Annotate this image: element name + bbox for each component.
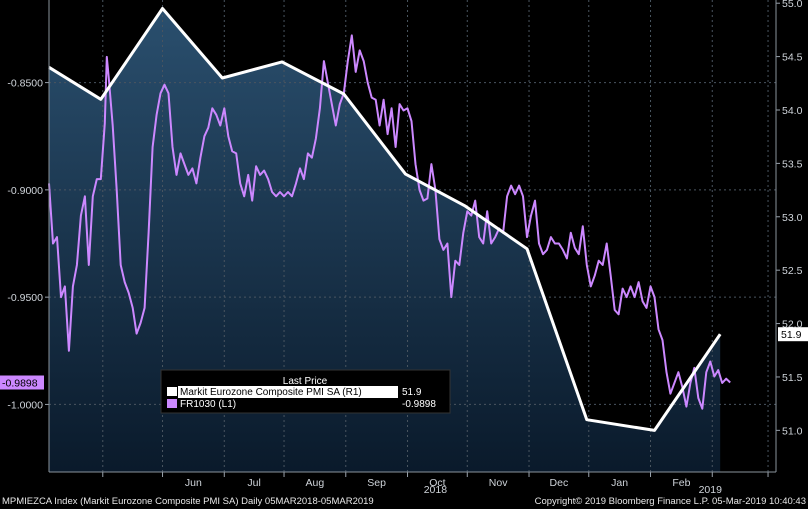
right-tick-label: 55.0 bbox=[782, 0, 803, 10]
x-month-label: Nov bbox=[489, 477, 508, 489]
legend-title: Last Price bbox=[283, 376, 328, 387]
footer-right: Copyright© 2019 Bloomberg Finance L.P. 0… bbox=[535, 496, 806, 507]
legend-swatch-pmi bbox=[167, 387, 177, 396]
right-tick-label: 52.5 bbox=[782, 265, 803, 277]
fr1030-line bbox=[48, 34, 731, 410]
legend-label-fr: FR1030 (L1) bbox=[180, 399, 236, 410]
legend-value-pmi: 51.9 bbox=[402, 387, 422, 398]
right-tick-label: 54.0 bbox=[782, 105, 803, 117]
legend-highlight-pmi bbox=[178, 386, 398, 398]
left-tick-label: -0.9500 bbox=[7, 292, 43, 304]
x-month-label: Dec bbox=[550, 477, 569, 489]
x-month-label: Oct bbox=[429, 477, 445, 489]
footer-left: MPMIEZCA Index (Markit Eurozone Composit… bbox=[2, 496, 374, 507]
x-year-label: 2018 bbox=[424, 484, 448, 496]
left-tick-label: -0.9000 bbox=[7, 185, 43, 197]
right-tick-label: 51.0 bbox=[782, 425, 803, 437]
right-tick-label: 53.0 bbox=[782, 212, 803, 224]
x-month-label: Jul bbox=[247, 477, 260, 489]
x-month-label: Sep bbox=[367, 477, 386, 489]
svg-text:51.9: 51.9 bbox=[781, 329, 802, 341]
right-tick-label: 53.5 bbox=[782, 158, 803, 170]
right-axis: 55.054.554.053.553.052.552.051.551.0 bbox=[776, 0, 803, 437]
pmi-area bbox=[49, 8, 721, 472]
x-month-label: Jan bbox=[611, 477, 628, 489]
x-month-label: Jun bbox=[185, 477, 202, 489]
svg-text:-0.9898: -0.9898 bbox=[2, 378, 38, 390]
legend: Last Price Markit Eurozone Composite PMI… bbox=[160, 369, 451, 414]
right-tick-label: 54.5 bbox=[782, 52, 803, 64]
x-axis: Jun Jul Aug Sep Oct Nov Dec Jan Feb 2018 2019 bbox=[102, 472, 769, 496]
left-tick-label: -1.0000 bbox=[7, 399, 43, 411]
pmi-line bbox=[48, 7, 722, 432]
legend-swatch-fr bbox=[167, 399, 177, 408]
legend-label-pmi: Markit Eurozone Composite PMI SA (R1) bbox=[180, 387, 362, 398]
x-month-label: Feb bbox=[672, 477, 690, 489]
x-year-label: 2019 bbox=[699, 484, 723, 496]
legend-value-fr: -0.9898 bbox=[402, 399, 436, 410]
left-axis: -0.8500 -0.9000 -0.9500 -1.0000 bbox=[7, 78, 49, 411]
right-tick-label: 51.5 bbox=[782, 372, 803, 384]
axis-frame bbox=[48, 0, 777, 473]
left-last-value-tag: -0.9898 bbox=[0, 375, 44, 390]
x-month-label: Aug bbox=[306, 477, 325, 489]
left-tick-label: -0.8500 bbox=[7, 78, 43, 90]
right-last-value-tag: 51.9 bbox=[778, 327, 808, 342]
